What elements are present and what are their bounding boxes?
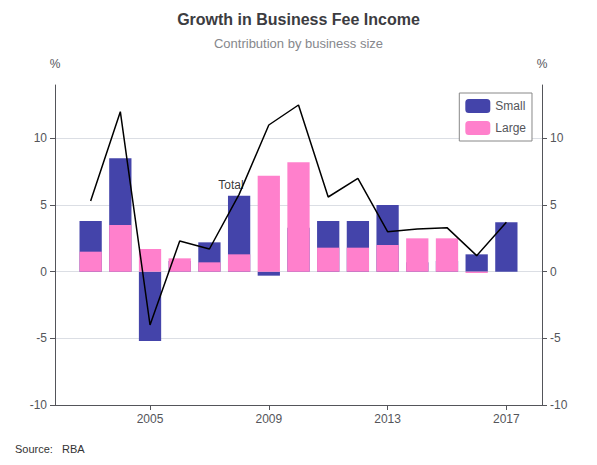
svg-text:Large: Large	[495, 121, 526, 135]
svg-text:0: 0	[40, 265, 47, 279]
svg-text:0: 0	[550, 265, 557, 279]
svg-text:-5: -5	[36, 331, 47, 345]
svg-text:Growth in Business Fee Income: Growth in Business Fee Income	[177, 11, 420, 28]
svg-text:-5: -5	[550, 331, 561, 345]
svg-text:%: %	[50, 57, 61, 71]
svg-text:Source: RBA: Source: RBA	[15, 443, 85, 455]
svg-text:%: %	[537, 57, 548, 71]
svg-text:Total: Total	[218, 178, 243, 192]
svg-text:5: 5	[550, 198, 557, 212]
svg-text:2009: 2009	[255, 412, 282, 426]
svg-text:5: 5	[40, 198, 47, 212]
svg-text:-10: -10	[30, 398, 48, 412]
svg-text:2013: 2013	[374, 412, 401, 426]
svg-text:2017: 2017	[493, 412, 520, 426]
svg-text:Small: Small	[495, 99, 525, 113]
svg-text:-10: -10	[550, 398, 568, 412]
svg-text:Contribution by business size: Contribution by business size	[214, 36, 383, 51]
svg-text:10: 10	[550, 131, 564, 145]
svg-text:10: 10	[34, 131, 48, 145]
svg-text:2005: 2005	[137, 412, 164, 426]
